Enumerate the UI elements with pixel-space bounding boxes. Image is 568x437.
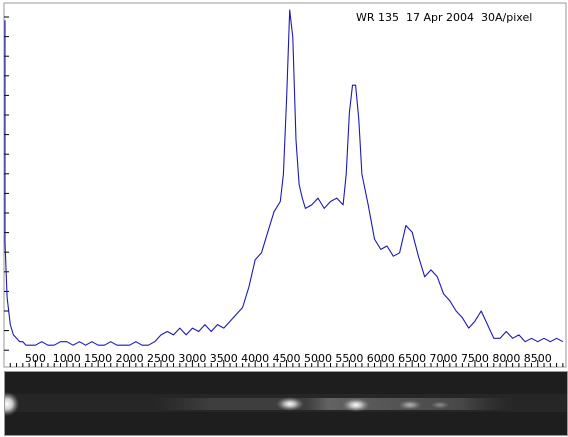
chart-title: WR 135 17 Apr 2004 30A/pixel (356, 11, 532, 24)
spectrum-line (4, 9, 564, 346)
x-axis-ticks (9, 360, 564, 367)
x-tick-label: 2000 (116, 352, 144, 365)
x-tick-label: 4000 (241, 352, 269, 365)
x-tick-label: 4500 (273, 352, 301, 365)
x-tick-label: 500 (25, 352, 46, 365)
x-tick-label: 8500 (524, 352, 552, 365)
x-tick-label: 6000 (367, 352, 395, 365)
x-tick-label: 5000 (304, 352, 332, 365)
spectrum-plot: 500 1000 1500 2000 2500 3000 3500 4000 4500 5000 5… (3, 2, 567, 368)
x-tick-label: 3500 (210, 352, 238, 365)
dispersed-light-band (155, 398, 515, 410)
x-tick-label: 2500 (147, 352, 175, 365)
x-tick-label: 7500 (461, 352, 489, 365)
plot-border (3, 2, 567, 368)
x-tick-label: 6500 (398, 352, 426, 365)
zero-order-star-image (5, 392, 19, 416)
emission-knot-6500 (398, 400, 422, 410)
emission-knot-7000 (430, 401, 450, 409)
spectrum-image-strip (4, 371, 568, 436)
x-tick-label: 8000 (492, 352, 520, 365)
x-tick-label: 3000 (178, 352, 206, 365)
emission-knot-4650 (276, 397, 304, 411)
x-tick-label: 5500 (335, 352, 363, 365)
x-axis-tick-labels: 500 1000 1500 2000 2500 3000 3500 4000 4500 5000 5… (25, 352, 552, 365)
x-tick-label: 1000 (53, 352, 81, 365)
x-tick-label: 7000 (430, 352, 458, 365)
emission-knot-5700 (342, 398, 370, 412)
x-tick-label: 1500 (84, 352, 112, 365)
